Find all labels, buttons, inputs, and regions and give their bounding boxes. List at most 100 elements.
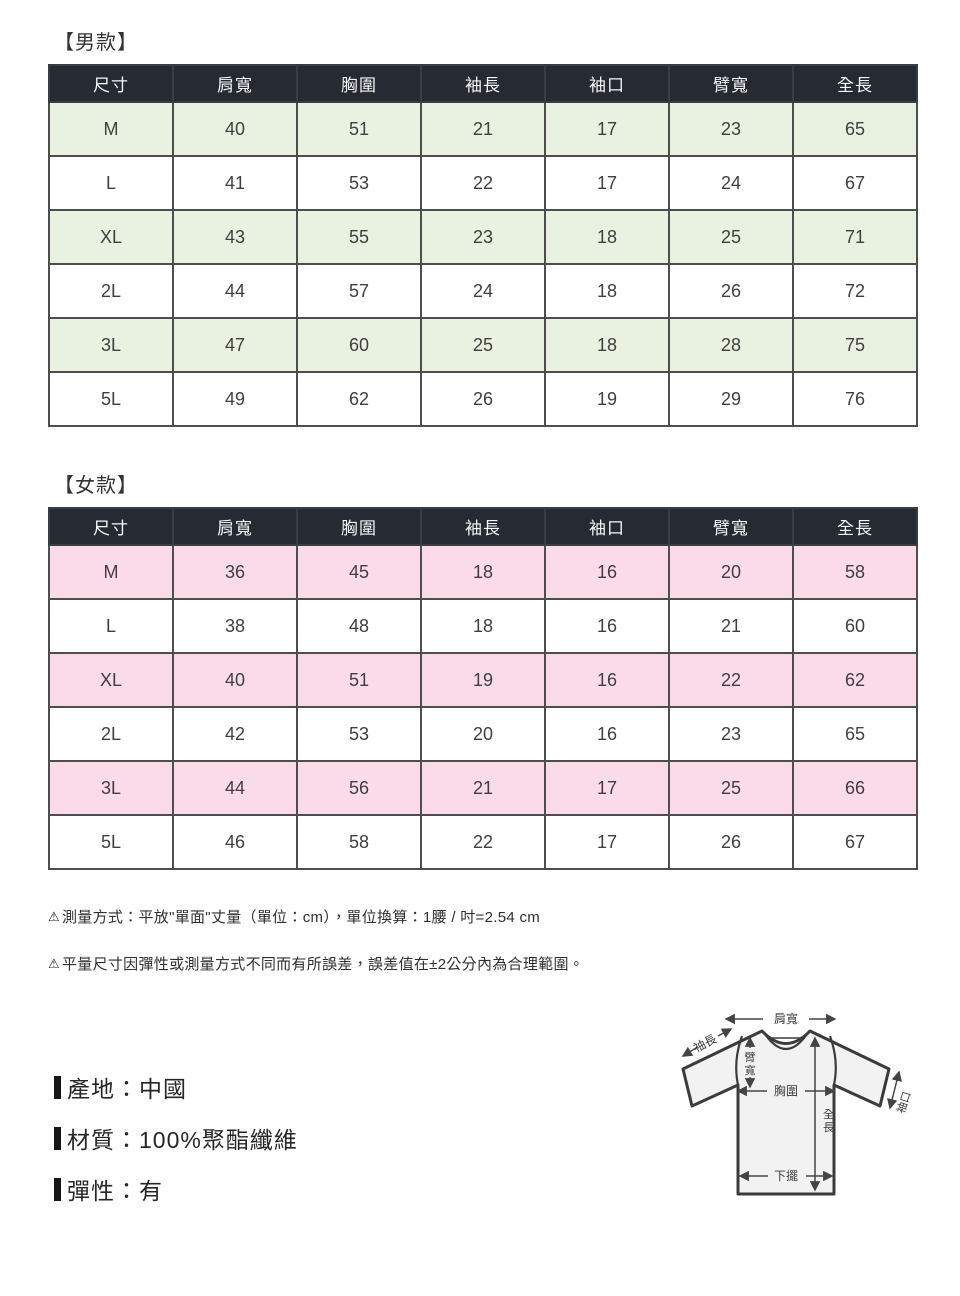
origin-line: 產地：中國: [54, 1070, 918, 1104]
column-header: 袖口: [544, 507, 670, 546]
bullet-bar: [54, 1177, 61, 1201]
note-text: 測量方式：平放"單面"丈量（單位：cm），單位換算：1腰 / 吋=2.54 cm: [61, 909, 541, 926]
table-row: 3L 44 56 21 17 25 66: [48, 760, 918, 816]
measurement-cell: 60: [296, 317, 422, 373]
bullet-bar: [54, 1126, 61, 1150]
measurement-cell: 24: [420, 263, 546, 319]
table-row: XL 43 55 23 18 25 71: [48, 209, 918, 265]
measurement-cell: 25: [668, 760, 794, 816]
measurement-cell: 58: [792, 544, 918, 600]
measurement-cell: 17: [544, 760, 670, 816]
origin-text: 產地：中國: [67, 1076, 187, 1102]
table-row: M 36 45 18 16 20 58: [48, 544, 918, 600]
size-label-cell: 3L: [48, 317, 174, 373]
measurement-cell: 38: [172, 598, 298, 654]
size-label-cell: L: [48, 598, 174, 654]
measurement-cell: 25: [420, 317, 546, 373]
size-label-cell: L: [48, 155, 174, 211]
measurement-cell: 42: [172, 706, 298, 762]
tshirt-collar-and-seams: [735, 1033, 837, 1086]
table-row: L 41 53 22 17 24 67: [48, 155, 918, 211]
column-header: 肩寬: [172, 507, 298, 546]
measurement-cell: 43: [172, 209, 298, 265]
measurement-cell: 53: [296, 155, 422, 211]
measurement-cell: 26: [668, 263, 794, 319]
measurement-cell: 19: [420, 652, 546, 708]
measurement-cell: 66: [792, 760, 918, 816]
elasticity-text: 彈性：有: [67, 1178, 163, 1204]
measurement-cell: 48: [296, 598, 422, 654]
product-info: 產地：中國 材質：100%聚酯纖維 彈性：有: [48, 1000, 918, 1206]
diagram-label-arm-width: 臂寬: [745, 1051, 756, 1077]
bullet-bar: [54, 1075, 61, 1099]
measurement-cell: 18: [544, 263, 670, 319]
measurement-cell: 47: [172, 317, 298, 373]
measurement-cell: 76: [792, 371, 918, 427]
measurement-cell: 49: [172, 371, 298, 427]
measurement-cell: 18: [420, 598, 546, 654]
note-text: 平量尺寸因彈性或測量方式不同而有所誤差，誤差值在±2公分內為合理範圍。: [61, 956, 585, 973]
measurement-cell: 17: [544, 155, 670, 211]
table-row: L 38 48 18 16 21 60: [48, 598, 918, 654]
size-label-cell: XL: [48, 652, 174, 708]
measurement-cell: 65: [792, 706, 918, 762]
measurement-cell: 60: [792, 598, 918, 654]
measurement-cell: 22: [420, 814, 546, 870]
women-size-section: 【女款】 尺寸 肩寬 胸圍 袖長 袖口 臂寬 全長 M 36 45 18 16 20 58 L 38 48 18…: [48, 469, 918, 870]
measurement-cell: 29: [668, 371, 794, 427]
column-header: 袖長: [420, 507, 546, 546]
size-label-cell: M: [48, 101, 174, 157]
table-row: 5L 46 58 22 17 26 67: [48, 814, 918, 870]
measurement-cell: 56: [296, 760, 422, 816]
size-label-cell: 5L: [48, 371, 174, 427]
measurement-cell: 67: [792, 155, 918, 211]
measurement-cell: 21: [420, 101, 546, 157]
measurement-cell: 41: [172, 155, 298, 211]
dimension-arrows: [681, 1013, 902, 1192]
measurement-cell: 25: [668, 209, 794, 265]
tshirt-measurement-diagram: 肩寬 袖長 臂寬 胸圍 全長 下擺 袖口: [668, 1006, 926, 1246]
measurement-notes: ⚠ 測量方式：平放"單面"丈量（單位：cm），單位換算：1腰 / 吋=2.54 …: [48, 906, 918, 974]
diagram-label-chest: 胸圍: [774, 1084, 798, 1098]
measurement-cell: 51: [296, 101, 422, 157]
column-header: 胸圍: [296, 507, 422, 546]
measurement-cell: 71: [792, 209, 918, 265]
table-row: M 40 51 21 17 23 65: [48, 101, 918, 157]
measurement-cell: 16: [544, 706, 670, 762]
note-measure-method: ⚠ 測量方式：平放"單面"丈量（單位：cm），單位換算：1腰 / 吋=2.54 …: [48, 906, 918, 927]
measurement-cell: 21: [668, 598, 794, 654]
measurement-cell: 65: [792, 101, 918, 157]
elasticity-line: 彈性：有: [54, 1172, 918, 1206]
column-header: 袖長: [420, 64, 546, 103]
column-header: 胸圍: [296, 64, 422, 103]
measurement-cell: 18: [420, 544, 546, 600]
measurement-cell: 26: [420, 371, 546, 427]
diagram-label-total-length: 全長: [823, 1108, 834, 1134]
measurement-cell: 23: [668, 101, 794, 157]
women-table-header-row: 尺寸 肩寬 胸圍 袖長 袖口 臂寬 全長: [48, 507, 918, 546]
bottom-area: 產地：中國 材質：100%聚酯纖維 彈性：有: [48, 1000, 918, 1268]
column-header: 臂寬: [668, 507, 794, 546]
size-label-cell: 3L: [48, 760, 174, 816]
measurement-cell: 40: [172, 101, 298, 157]
men-size-table: 尺寸 肩寬 胸圍 袖長 袖口 臂寬 全長 M 40 51 21 17 23 65 L 41 53 22 17 24 6…: [48, 64, 918, 427]
measurement-cell: 16: [544, 544, 670, 600]
column-header: 全長: [792, 64, 918, 103]
material-text: 材質：100%聚酯纖維: [67, 1127, 298, 1153]
diagram-label-hem: 下擺: [774, 1168, 798, 1183]
measurement-cell: 62: [296, 371, 422, 427]
measurement-cell: 28: [668, 317, 794, 373]
size-label-cell: 2L: [48, 706, 174, 762]
measurement-cell: 44: [172, 760, 298, 816]
men-table-header-row: 尺寸 肩寬 胸圍 袖長 袖口 臂寬 全長: [48, 64, 918, 103]
men-table-body: M 40 51 21 17 23 65 L 41 53 22 17 24 67 XL 43 55 23 18 25 71…: [48, 101, 918, 427]
measurement-cell: 58: [296, 814, 422, 870]
warning-icon: ⚠: [48, 909, 60, 924]
column-header: 袖口: [544, 64, 670, 103]
measurement-cell: 20: [420, 706, 546, 762]
tshirt-outline: [681, 1029, 891, 1196]
measurement-cell: 53: [296, 706, 422, 762]
column-header: 尺寸: [48, 507, 174, 546]
size-label-cell: 2L: [48, 263, 174, 319]
column-header: 臂寬: [668, 64, 794, 103]
